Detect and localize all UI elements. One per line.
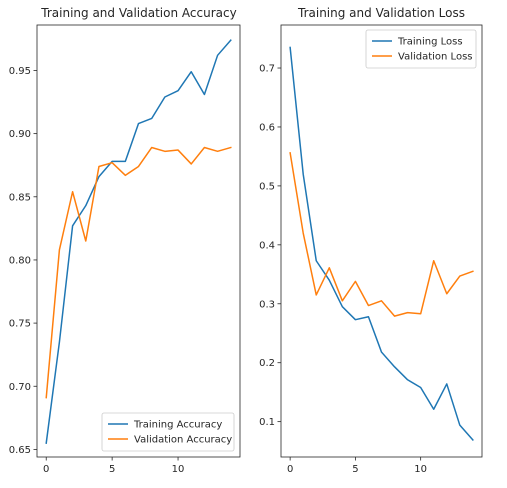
loss-plot-area <box>280 24 483 458</box>
loss-training-loss-legend-label: Training Loss <box>397 37 463 48</box>
accuracy-training-accuracy-line <box>45 39 232 444</box>
accuracy-y-tick-label: 0.75 <box>9 319 31 330</box>
accuracy-y-tick-label: 0.65 <box>9 445 31 456</box>
accuracy-validation-accuracy-line <box>45 146 232 399</box>
accuracy-legend: Training Accuracy Validation Accuracy <box>101 412 235 452</box>
loss-x-tick-label: 5 <box>352 464 358 475</box>
loss-x-tick-label: 10 <box>414 464 427 475</box>
loss-legend: Training Loss Validation Loss <box>365 29 477 69</box>
loss-ticks: 0 5 10 0.1 0.2 0.3 0.4 0.5 0.6 0.7 <box>259 64 427 475</box>
accuracy-y-tick-label: 0.90 <box>9 129 31 140</box>
accuracy-x-tick-label: 10 <box>172 464 185 475</box>
loss-validation-loss-legend-label: Validation Loss <box>398 52 473 63</box>
loss-y-tick-label: 0.4 <box>259 240 275 251</box>
accuracy-y-tick-label: 0.95 <box>9 66 31 77</box>
loss-y-tick-label: 0.6 <box>259 122 275 133</box>
loss-chart-title: Training and Validation Loss <box>297 6 465 20</box>
accuracy-training-accuracy-legend-label: Training Accuracy <box>133 420 222 431</box>
loss-series-group <box>289 46 474 441</box>
accuracy-x-tick-label: 0 <box>43 464 49 475</box>
loss-legend-frame <box>365 29 477 69</box>
accuracy-plot-area <box>36 24 241 458</box>
accuracy-chart-title: Training and Validation Accuracy <box>40 6 236 20</box>
loss-y-tick-label: 0.3 <box>259 299 275 310</box>
accuracy-chart: Training and Validation Accuracy 0 5 10 0.6… <box>9 6 241 475</box>
accuracy-series-group <box>45 39 232 444</box>
accuracy-validation-accuracy-legend-label: Validation Accuracy <box>134 435 232 446</box>
accuracy-ticks: 0 5 10 0.65 0.70 0.75 0.80 0.85 0.90 0.95 <box>9 66 185 475</box>
loss-y-tick-label: 0.1 <box>259 417 275 428</box>
accuracy-y-tick-label: 0.70 <box>9 382 31 393</box>
loss-training-loss-line <box>289 46 474 441</box>
loss-y-tick-label: 0.2 <box>259 358 275 369</box>
accuracy-y-tick-label: 0.85 <box>9 192 31 203</box>
loss-validation-loss-line <box>289 152 474 317</box>
accuracy-legend-frame <box>101 412 235 452</box>
accuracy-x-tick-label: 5 <box>109 464 115 475</box>
loss-chart: Training and Validation Loss 0 5 100.10.20… <box>259 6 483 475</box>
loss-x-tick-label: 0 <box>287 464 293 475</box>
loss-y-tick-label: 0.5 <box>259 181 275 192</box>
loss-y-tick-label: 0.7 <box>259 64 275 75</box>
accuracy-y-tick-label: 0.80 <box>9 255 31 266</box>
